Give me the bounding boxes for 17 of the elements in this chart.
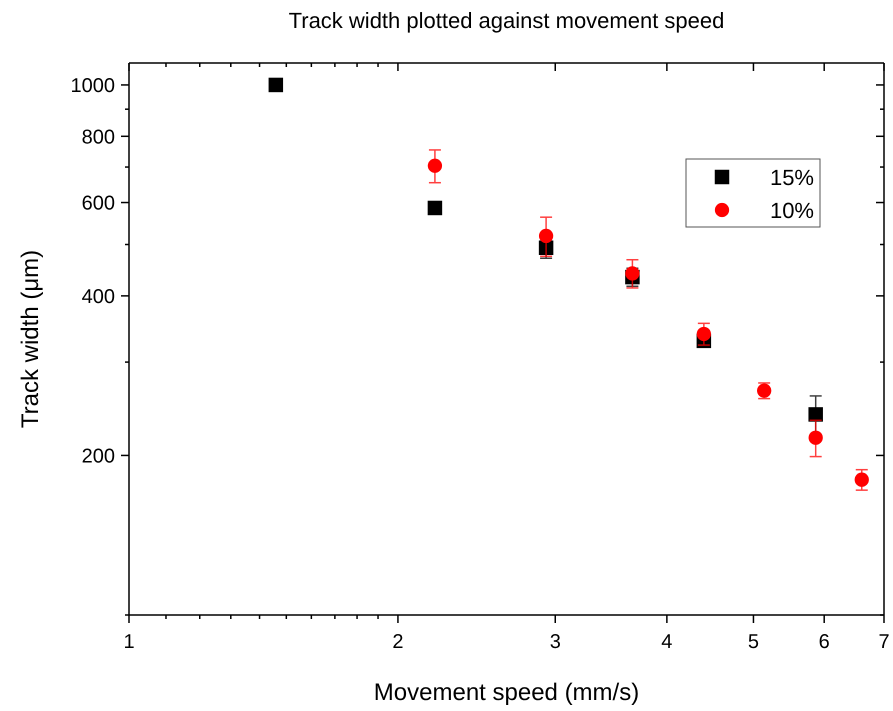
x-tick-label: 5 <box>748 631 760 653</box>
x-tick-label: 6 <box>818 631 830 653</box>
y-tick-label: 200 <box>82 445 115 468</box>
x-tick-label: 2 <box>392 631 404 653</box>
x-tick-label: 1 <box>123 631 135 653</box>
legend-label: 10% <box>770 198 814 223</box>
x-tick-label: 4 <box>661 631 672 653</box>
x-tick-label: 7 <box>878 631 890 653</box>
x-tick-label: 3 <box>550 631 561 653</box>
y-tick-label: 400 <box>82 286 115 308</box>
y-tick-label: 800 <box>82 126 115 148</box>
y-axis-title: Track width (μm) <box>17 250 44 428</box>
legend-label: 15% <box>770 165 814 190</box>
y-tick-label: 600 <box>82 192 115 215</box>
chart-title: Track width plotted against movement speed <box>288 8 724 33</box>
x-axis-title: Movement speed (mm/s) <box>374 679 640 706</box>
y-tick-label: 1000 <box>70 74 115 97</box>
